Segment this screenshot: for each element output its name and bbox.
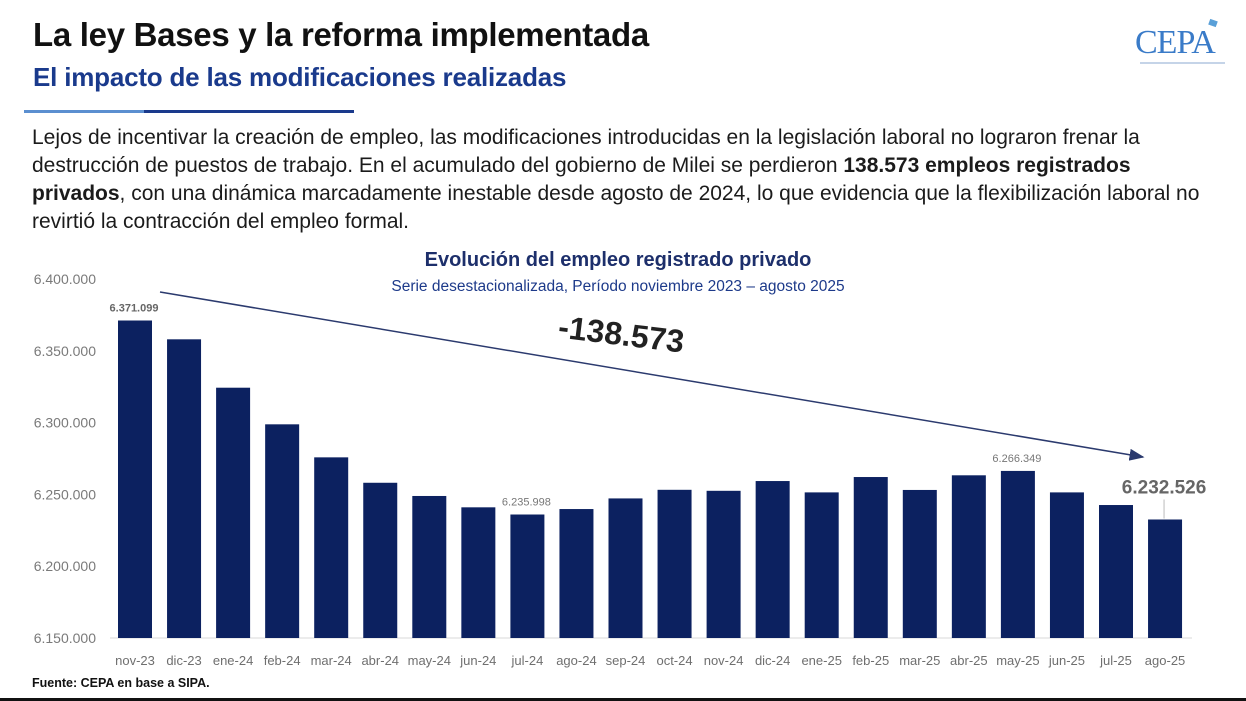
paragraph-text: Lejos de incentivar la creación de emple… xyxy=(32,126,1140,177)
x-tick-label: mar-24 xyxy=(311,653,352,668)
x-tick-label: jun-25 xyxy=(1048,653,1085,668)
x-tick-label: jul-24 xyxy=(511,653,544,668)
x-tick-label: abr-25 xyxy=(950,653,988,668)
bar-may-25 xyxy=(1000,470,1035,638)
data-label: 6.232.526 xyxy=(1122,477,1207,498)
bar-dic-23 xyxy=(167,339,202,638)
bar-feb-24 xyxy=(265,424,300,638)
source-note: Fuente: CEPA en base a SIPA. xyxy=(32,676,210,690)
bar-ene-25 xyxy=(804,492,839,638)
title-underline xyxy=(24,110,354,113)
trend-arrow xyxy=(159,291,1145,461)
x-tick-label: dic-23 xyxy=(166,653,201,668)
cepa-logo: CEPA xyxy=(1135,18,1230,68)
bar-sep-24 xyxy=(608,498,643,638)
data-labels: 6.371.099 6.235.998 6.266.349 6.232.526 xyxy=(110,303,1207,519)
data-label: 6.266.349 xyxy=(992,453,1041,465)
x-tick-label: mar-25 xyxy=(899,653,940,668)
data-label: 6.371.099 xyxy=(110,303,159,315)
bar-jul-24 xyxy=(510,514,545,638)
x-tick-label: ene-24 xyxy=(213,653,253,668)
x-tick-label: oct-24 xyxy=(656,653,692,668)
x-tick-label: ene-25 xyxy=(801,653,841,668)
y-tick-label: 6.200.000 xyxy=(34,558,96,574)
bars xyxy=(118,320,1183,638)
bar-nov-24 xyxy=(706,490,741,638)
y-tick-label: 6.300.000 xyxy=(34,415,96,431)
y-tick-label: 6.150.000 xyxy=(34,630,96,646)
x-tick-label: nov-23 xyxy=(115,653,155,668)
bar-nov-23 xyxy=(118,320,152,638)
x-axis: nov-23 dic-23 ene-24 feb-24 mar-24 abr-24 may-… xyxy=(115,653,1185,668)
bar-jun-25 xyxy=(1049,492,1084,638)
bar-abr-24 xyxy=(363,482,398,638)
x-tick-label: abr-24 xyxy=(361,653,399,668)
x-tick-label: feb-24 xyxy=(264,653,301,668)
bar-ago-25 xyxy=(1148,519,1183,638)
bar-mar-24 xyxy=(314,457,349,638)
bar-ago-24 xyxy=(559,509,594,638)
paragraph-highlight: 138.573 empleos registrados privados xyxy=(32,154,1131,205)
x-tick-label: nov-24 xyxy=(704,653,744,668)
data-label: 6.235.998 xyxy=(502,497,551,509)
chart-subtitle: Serie desestacionalizada, Período noviem… xyxy=(391,278,844,295)
logo-text: CEPA xyxy=(1135,24,1216,61)
intro-paragraph: Lejos de incentivar la creación de emple… xyxy=(32,124,1222,236)
chart-title: Evolución del empleo registrado privado xyxy=(425,249,812,271)
page-title: La ley Bases y la reforma implementada xyxy=(33,16,649,53)
page-subtitle: El impacto de las modificaciones realiza… xyxy=(33,62,567,92)
x-tick-label: sep-24 xyxy=(606,653,646,668)
x-tick-label: ago-24 xyxy=(556,653,596,668)
paragraph-text-end: , con una dinámica marcadamente inestabl… xyxy=(32,182,1200,233)
bar-jun-24 xyxy=(461,507,496,638)
x-tick-label: may-25 xyxy=(996,653,1039,668)
bar-may-24 xyxy=(412,495,447,638)
x-tick-label: feb-25 xyxy=(852,653,889,668)
x-tick-label: may-24 xyxy=(408,653,451,668)
y-tick-label: 6.250.000 xyxy=(34,486,96,502)
x-tick-label: dic-24 xyxy=(755,653,790,668)
bar-feb-25 xyxy=(853,477,888,638)
bar-jul-25 xyxy=(1099,505,1133,638)
y-tick-label: 6.350.000 xyxy=(34,343,96,359)
logo-tagline xyxy=(1140,62,1225,64)
bar-oct-24 xyxy=(657,489,692,638)
bottom-border xyxy=(0,698,1246,701)
bar-mar-25 xyxy=(902,489,937,638)
bar-abr-25 xyxy=(951,475,986,638)
trend-annotation: -138.573 xyxy=(159,291,1145,461)
bar-dic-24 xyxy=(755,481,790,638)
bar-ene-24 xyxy=(216,387,251,638)
trend-annotation-label: -138.573 xyxy=(556,309,686,360)
x-tick-label: ago-25 xyxy=(1145,653,1185,668)
x-tick-label: jul-25 xyxy=(1099,653,1132,668)
y-tick-label: 6.400.000 xyxy=(34,271,96,287)
x-tick-label: jun-24 xyxy=(459,653,496,668)
